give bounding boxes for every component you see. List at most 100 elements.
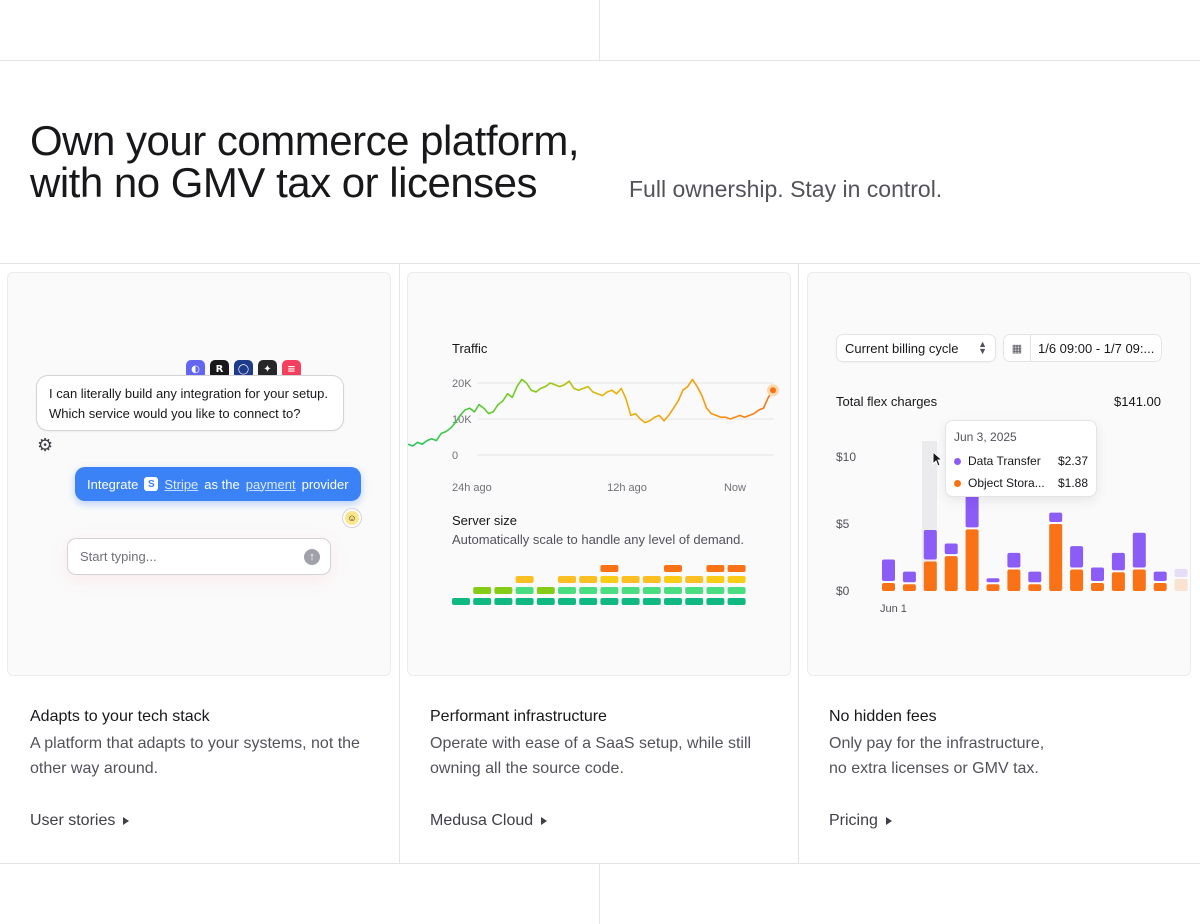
server-size-block (706, 565, 725, 572)
server-size-block (494, 587, 513, 594)
data-transfer-bar (1091, 567, 1104, 581)
bottom-column-divider (599, 863, 600, 924)
data-transfer-bar (1070, 546, 1084, 568)
title-line-1: Own your commerce platform, (30, 117, 580, 164)
data-transfer-bar (1049, 512, 1063, 522)
data-transfer-bar (1174, 568, 1188, 577)
billing-cycle-value: Current billing cycle (845, 340, 959, 356)
server-size-block (515, 576, 534, 583)
object-storage-bar (1091, 582, 1104, 591)
server-size-block (727, 587, 746, 594)
server-size-block (515, 598, 534, 605)
chat-input[interactable] (80, 549, 280, 564)
user-stories-link[interactable]: User stories (30, 812, 130, 830)
tooltip-row: Object Stora... $1.88 (954, 472, 1088, 494)
link-label: Medusa Cloud (430, 812, 534, 829)
data-transfer-bar (923, 530, 937, 560)
object-storage-bar (1070, 569, 1084, 591)
object-storage-bar (1028, 584, 1042, 591)
object-storage-bar (882, 582, 895, 591)
pricing-link[interactable]: Pricing (829, 812, 892, 830)
caret-right-icon (885, 817, 892, 825)
object-storage-bar (1111, 572, 1125, 591)
sanity-logo-icon: ✦ (258, 360, 277, 379)
feature-description: Only pay for the infrastructure, no extr… (829, 731, 1169, 781)
feature-title: No hidden fees (829, 708, 937, 725)
server-size-block (558, 598, 576, 605)
server-size-chart (452, 565, 746, 605)
data-transfer-bar (1028, 571, 1042, 583)
tooltip-row: Data Transfer $2.37 (954, 450, 1088, 472)
server-size-block (685, 576, 704, 583)
send-arrow-icon[interactable]: ↑ (304, 548, 320, 565)
server-size-block (642, 598, 661, 605)
tooltip-row-label: Data Transfer (968, 454, 1041, 468)
feature-description-line: no extra licenses or GMV tax. (829, 760, 1039, 777)
server-size-block (579, 587, 598, 594)
chevron-updown-icon: ▲ ▼ (978, 339, 987, 356)
server-size-block (664, 587, 682, 594)
server-size-block (452, 598, 470, 605)
data-transfer-bar (1153, 571, 1167, 581)
feature-title: Adapts to your tech stack (30, 708, 210, 725)
tooltip-row-label: Object Stora... (968, 476, 1045, 490)
traffic-chart: 20K 10K 0 24h ago 12h ago Now (408, 378, 779, 494)
user-message-prefix: Integrate (87, 476, 139, 492)
integration-logos: ◐ R ◯ ✦ ≡ (186, 360, 301, 379)
stripe-logo-icon: S (144, 477, 159, 491)
title-line-2: with no GMV tax or licenses (30, 159, 538, 206)
data-transfer-bar (1007, 552, 1021, 568)
server-size-block (600, 576, 619, 583)
data-transfer-bar (986, 578, 1000, 583)
calendar-icon[interactable]: ▦ (1003, 334, 1031, 362)
date-range-picker[interactable]: 1/6 09:00 - 1/7 09:... (1030, 334, 1162, 362)
top-column-divider (599, 0, 600, 60)
data-transfer-bar (965, 493, 979, 528)
top-divider (0, 60, 1200, 61)
user-message-middle: as the (204, 476, 240, 492)
user-message-suffix: provider (301, 476, 349, 492)
server-size-block (727, 598, 746, 605)
server-size-block (706, 587, 725, 594)
link-label: Pricing (829, 812, 878, 829)
link-label: User stories (30, 812, 116, 829)
chart-tooltip: Jun 3, 2025 Data Transfer $2.37 Object S… (945, 420, 1097, 497)
linear-logo-icon: ◐ (186, 360, 205, 379)
server-size-block (685, 598, 704, 605)
caret-right-icon (123, 817, 130, 825)
y-tick-label: 0 (452, 450, 458, 462)
total-flex-charges-value: $141.00 (1114, 394, 1161, 409)
object-storage-bar (923, 561, 937, 591)
x-tick-label: Jun 1 (880, 603, 907, 615)
server-size-title: Server size (452, 513, 518, 528)
feature-description-line: Only pay for the infrastructure, (829, 735, 1045, 752)
features-bottom-divider (0, 863, 1200, 864)
caret-right-icon (541, 817, 548, 825)
server-size-block (706, 576, 725, 583)
assistant-message-line-2: Which service would you like to connect … (49, 406, 301, 421)
assistant-message-line-1: I can literally build any integration fo… (49, 386, 328, 401)
server-size-block (579, 598, 598, 605)
gear-icon: ⚙ (37, 435, 54, 455)
server-size-block (727, 565, 746, 572)
chat-input-box: ↑ (67, 538, 331, 575)
total-flex-charges-label: Total flex charges (836, 394, 938, 409)
server-size-block (515, 587, 534, 594)
data-transfer-bar (902, 571, 916, 583)
server-size-block (558, 587, 576, 594)
x-tick-label: 24h ago (452, 482, 492, 494)
y-tick-label: 10K (452, 414, 472, 426)
user-message-service: Stripe (164, 476, 199, 492)
object-storage-bar (965, 529, 979, 591)
hero-bottom-divider (0, 263, 1200, 264)
server-size-block (727, 576, 746, 583)
tooltip-date: Jun 3, 2025 (954, 430, 1017, 444)
server-size-block (579, 576, 598, 583)
infrastructure-card: Traffic 20K 10K 0 24h ago 12h ago Now Server … (407, 272, 791, 676)
feature-title: Performant infrastructure (430, 708, 607, 725)
object-storage-bar (1153, 582, 1167, 591)
billing-cycle-select[interactable]: Current billing cycle ▲ ▼ (836, 334, 996, 362)
object-storage-bar (986, 584, 1000, 591)
hero-subtitle: Full ownership. Stay in control. (629, 176, 943, 202)
medusa-cloud-link[interactable]: Medusa Cloud (430, 812, 548, 830)
